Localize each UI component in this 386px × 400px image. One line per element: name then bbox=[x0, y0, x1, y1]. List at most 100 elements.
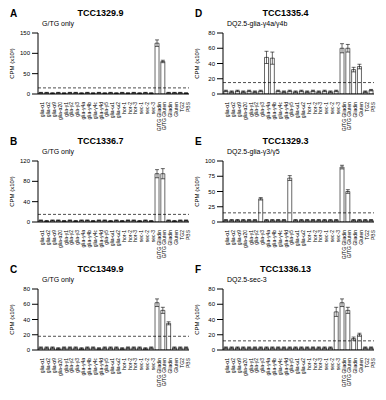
svg-text:CPM (x10³): CPM (x10³) bbox=[9, 48, 15, 79]
svg-text:glia-γ3: glia-γ3 bbox=[74, 102, 81, 117]
svg-text:60: 60 bbox=[208, 45, 215, 51]
svg-text:glia-ω1: glia-ω1 bbox=[109, 230, 116, 247]
html-text:B: B bbox=[10, 136, 18, 147]
svg-text:sec-3: sec-3 bbox=[149, 230, 156, 243]
svg-text:50: 50 bbox=[23, 71, 30, 77]
svg-text:0: 0 bbox=[27, 91, 31, 97]
html-text:C: C bbox=[10, 264, 18, 275]
html-text:G/TG only: G/TG only bbox=[42, 148, 74, 155]
svg-text:glia-α2: glia-α2 bbox=[45, 358, 52, 374]
svg-text:80: 80 bbox=[208, 286, 215, 292]
svg-text:glia-γ4a: glia-γ4a bbox=[80, 230, 87, 248]
svg-text:40: 40 bbox=[23, 199, 30, 205]
html-text:TCC1329.9: TCC1329.9 bbox=[77, 8, 124, 18]
svg-text:CPM (x10³): CPM (x10³) bbox=[194, 48, 200, 79]
svg-text:glia-α1: glia-α1 bbox=[39, 358, 46, 374]
svg-text:40: 40 bbox=[23, 317, 30, 323]
svg-text:50: 50 bbox=[208, 189, 215, 195]
svg-text:20: 20 bbox=[208, 332, 215, 338]
svg-text:0: 0 bbox=[212, 91, 216, 97]
svg-text:40: 40 bbox=[208, 61, 215, 67]
svg-text:glia-γ3: glia-γ3 bbox=[74, 230, 81, 245]
svg-text:Gliadin: Gliadin bbox=[167, 230, 174, 246]
svg-text:80: 80 bbox=[208, 30, 215, 36]
svg-text:CPM (x10³): CPM (x10³) bbox=[194, 304, 200, 335]
svg-text:TG2: TG2 bbox=[178, 102, 185, 112]
svg-text:0: 0 bbox=[27, 219, 31, 225]
svg-text:glia-γ1: glia-γ1 bbox=[62, 230, 69, 245]
svg-text:75: 75 bbox=[208, 173, 215, 179]
svg-text:80: 80 bbox=[23, 178, 30, 184]
svg-text:60: 60 bbox=[208, 301, 215, 307]
svg-text:glia-γ4d: glia-γ4d bbox=[97, 230, 104, 248]
svg-text:glia-α9: glia-α9 bbox=[51, 230, 58, 246]
html-text:A: A bbox=[10, 8, 18, 19]
svg-text:0: 0 bbox=[212, 347, 216, 353]
svg-text:CPM (x10³): CPM (x10³) bbox=[9, 176, 15, 207]
svg-text:Gliadin: Gliadin bbox=[167, 102, 174, 118]
svg-text:40: 40 bbox=[208, 317, 215, 323]
svg-text:PBS: PBS bbox=[185, 229, 191, 240]
svg-text:glia-γ2: glia-γ2 bbox=[68, 102, 75, 117]
svg-text:G/TG Gluten: G/TG Gluten bbox=[161, 230, 168, 259]
svg-text:150: 150 bbox=[20, 30, 31, 36]
svg-text:glia-γ5: glia-γ5 bbox=[103, 102, 110, 117]
svg-text:G/TG Gliadin: G/TG Gliadin bbox=[155, 230, 162, 260]
svg-text:sec-1: sec-1 bbox=[138, 230, 145, 243]
svg-text:hor-3: hor-3 bbox=[132, 102, 139, 114]
svg-text:glia-γ1: glia-γ1 bbox=[62, 102, 69, 117]
svg-text:glia-γ4c: glia-γ4c bbox=[91, 230, 98, 248]
svg-text:TG2: TG2 bbox=[178, 230, 185, 240]
svg-text:PBS: PBS bbox=[370, 229, 376, 240]
svg-text:sec-1: sec-1 bbox=[138, 102, 145, 115]
svg-text:25: 25 bbox=[208, 204, 215, 210]
svg-text:20: 20 bbox=[208, 76, 215, 82]
svg-text:CPM (x10³): CPM (x10³) bbox=[9, 304, 15, 335]
html-text:TCC1349.9: TCC1349.9 bbox=[77, 264, 124, 274]
html-text:G/TG only: G/TG only bbox=[42, 276, 74, 283]
html-text:TCC1335.4: TCC1335.4 bbox=[262, 8, 309, 18]
html-text:TCC1336.13: TCC1336.13 bbox=[260, 264, 311, 274]
svg-text:PBS: PBS bbox=[185, 357, 191, 368]
svg-text:glia-γ4b: glia-γ4b bbox=[85, 230, 92, 248]
svg-text:glia-ω1: glia-ω1 bbox=[109, 102, 116, 119]
html-text:G/TG only: G/TG only bbox=[42, 20, 74, 27]
svg-text:PBS: PBS bbox=[185, 101, 191, 112]
svg-text:20: 20 bbox=[23, 332, 30, 338]
svg-text:80: 80 bbox=[23, 286, 30, 292]
svg-text:CPM (x10³): CPM (x10³) bbox=[194, 176, 200, 207]
svg-text:hor-2: hor-2 bbox=[126, 230, 133, 242]
svg-text:glia-γ4b: glia-γ4b bbox=[85, 102, 92, 120]
svg-text:G/TG Gluten: G/TG Gluten bbox=[161, 102, 168, 131]
svg-text:100: 100 bbox=[20, 50, 31, 56]
html-text:TCC1329.3: TCC1329.3 bbox=[262, 136, 309, 146]
svg-text:G/TG Gliadin: G/TG Gliadin bbox=[155, 102, 162, 132]
svg-text:hor-3: hor-3 bbox=[132, 230, 139, 242]
svg-text:glia-α9: glia-α9 bbox=[51, 358, 58, 374]
svg-text:hor-1: hor-1 bbox=[120, 102, 127, 114]
svg-text:glia-α1: glia-α1 bbox=[39, 102, 46, 118]
svg-text:glia-α9: glia-α9 bbox=[51, 102, 58, 118]
svg-text:0: 0 bbox=[212, 219, 216, 225]
svg-text:glia-γ4d: glia-γ4d bbox=[97, 102, 104, 120]
svg-text:glia-γ5: glia-γ5 bbox=[103, 230, 110, 245]
svg-text:PBS: PBS bbox=[370, 357, 376, 368]
svg-text:glia-α2: glia-α2 bbox=[45, 102, 52, 118]
svg-text:glia-γ2: glia-γ2 bbox=[68, 230, 75, 245]
html-text:D: D bbox=[195, 8, 203, 19]
html-text:TCC1336.7: TCC1336.7 bbox=[77, 136, 124, 146]
svg-text:hor-1: hor-1 bbox=[120, 230, 127, 242]
svg-text:glia-γ4a: glia-γ4a bbox=[80, 102, 87, 120]
svg-text:sec-3: sec-3 bbox=[149, 102, 156, 115]
svg-text:0: 0 bbox=[27, 347, 31, 353]
svg-text:hor-2: hor-2 bbox=[126, 102, 133, 114]
svg-text:glia-α20: glia-α20 bbox=[56, 102, 63, 120]
svg-text:120: 120 bbox=[20, 158, 31, 164]
svg-text:glia-α2: glia-α2 bbox=[45, 230, 52, 246]
svg-text:100: 100 bbox=[205, 158, 216, 164]
svg-text:glia-γ4c: glia-γ4c bbox=[91, 102, 98, 120]
svg-text:60: 60 bbox=[23, 301, 30, 307]
svg-text:glia-α1: glia-α1 bbox=[39, 230, 46, 246]
svg-text:glia-α20: glia-α20 bbox=[56, 230, 63, 248]
svg-text:PBS: PBS bbox=[370, 101, 376, 112]
